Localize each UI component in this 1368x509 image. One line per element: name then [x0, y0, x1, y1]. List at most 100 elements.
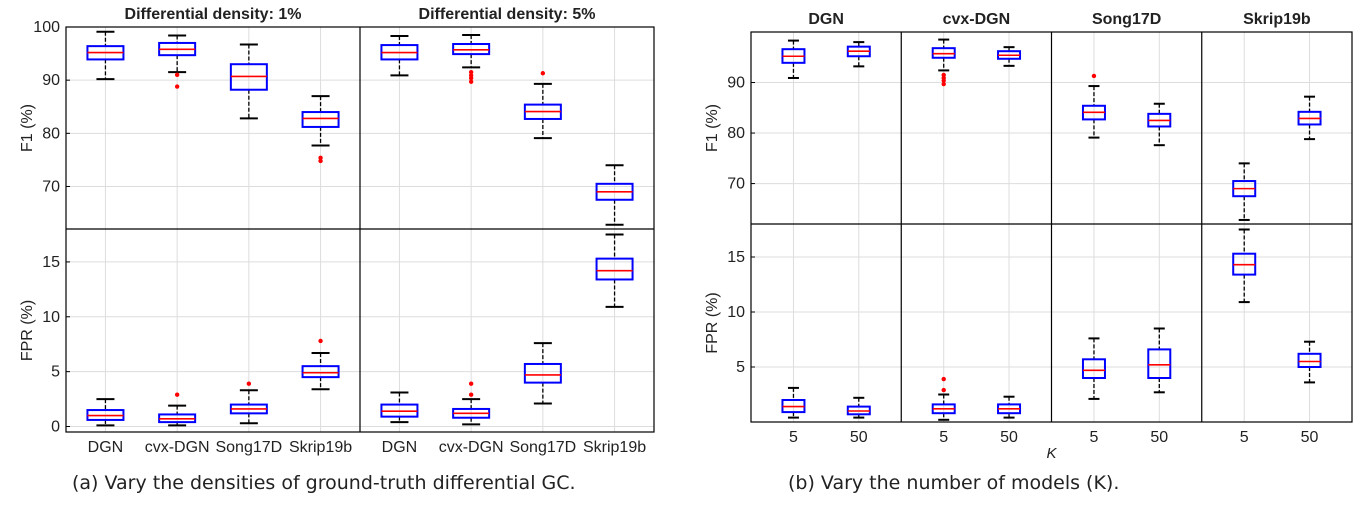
box-Skrip19b — [595, 233, 634, 308]
outlier-point — [540, 71, 546, 76]
box-Skrip19b — [595, 164, 634, 226]
y-tick-label: 10 — [42, 309, 60, 326]
y-tick-label: 0 — [51, 419, 60, 436]
box-cvx-DGN — [158, 34, 197, 89]
outlier-point — [468, 381, 474, 386]
x-tick-label: 50 — [1301, 429, 1319, 446]
outlier-point — [468, 79, 474, 84]
outlier-point — [941, 75, 946, 81]
outlier-point — [174, 392, 180, 397]
box-iqr — [1081, 358, 1106, 379]
outlier-point — [468, 69, 474, 75]
x-tick-label: DGN — [88, 439, 124, 456]
outlier-point — [468, 73, 474, 78]
panel-title: Skrip19b — [1243, 11, 1311, 28]
y-axis-label: FPR (%) — [704, 292, 721, 353]
outlier-point — [246, 381, 252, 386]
box-DGN — [86, 30, 125, 81]
x-tick-label: cvx-DGN — [439, 439, 504, 456]
box-5 — [781, 386, 806, 419]
outlier-point — [318, 155, 323, 160]
panel-title: Differential density: 1% — [125, 6, 302, 23]
box-Skrip19b — [301, 95, 340, 164]
box-iqr — [301, 365, 340, 379]
box-DGN — [380, 35, 419, 77]
outlier-point — [941, 72, 946, 78]
box-DGN — [380, 391, 419, 424]
box-5 — [1081, 337, 1106, 400]
outlier-point — [941, 376, 946, 382]
x-tick-label: DGN — [382, 439, 418, 456]
y-tick-label: 10 — [727, 304, 745, 321]
y-tick-label: 80 — [42, 125, 60, 142]
box-iqr — [523, 362, 562, 384]
y-tick-label: 15 — [42, 254, 60, 271]
y-tick-label: 70 — [727, 176, 745, 193]
x-tick-label: Skrip19b — [289, 439, 352, 456]
x-axis-label: K — [1046, 445, 1057, 462]
y-tick-label: 80 — [727, 125, 745, 142]
box-Skrip19b — [301, 338, 340, 391]
x-tick-label: 5 — [1090, 429, 1099, 446]
outlier-point — [941, 387, 946, 393]
x-tick-label: 50 — [850, 429, 868, 446]
outlier-point — [318, 338, 323, 344]
outlier-point — [468, 392, 474, 397]
x-tick-label: Song17D — [509, 439, 576, 456]
y-tick-label: 90 — [727, 75, 745, 92]
box-50 — [997, 46, 1022, 67]
y-tick-label: 5 — [51, 364, 60, 381]
x-tick-label: Skrip19b — [583, 439, 646, 456]
box-5 — [1232, 162, 1257, 221]
box-DGN — [86, 398, 125, 427]
y-axis-label: F1 (%) — [704, 104, 721, 152]
box-50 — [846, 41, 871, 68]
box-5 — [1232, 228, 1257, 304]
x-tick-label: cvx-DGN — [145, 439, 210, 456]
caption-b: (b) Vary the number of models (K). — [788, 472, 1120, 494]
box-50 — [1297, 340, 1322, 384]
box-5 — [931, 38, 956, 87]
box-Song17D — [523, 342, 562, 405]
box-Song17D — [229, 381, 268, 425]
y-tick-label: 5 — [736, 359, 745, 376]
box-iqr — [1297, 352, 1322, 368]
box-50 — [1297, 95, 1322, 141]
panel-title: Differential density: 5% — [419, 6, 596, 23]
x-tick-label: 50 — [1000, 429, 1018, 446]
y-tick-label: 90 — [42, 72, 60, 89]
box-5 — [1081, 73, 1106, 139]
box-Song17D — [229, 43, 268, 120]
box-50 — [1147, 102, 1172, 147]
y-tick-label: 100 — [33, 19, 60, 36]
panel-title: DGN — [808, 11, 844, 28]
outlier-point — [318, 158, 323, 164]
box-iqr — [1147, 348, 1172, 379]
box-50 — [997, 395, 1022, 419]
outlier-point — [1091, 73, 1097, 79]
x-tick-label: 5 — [939, 429, 948, 446]
panel-title: Song17D — [1092, 11, 1161, 28]
box-Song17D — [523, 71, 562, 140]
box-cvx-DGN — [452, 33, 491, 84]
box-cvx-DGN — [452, 381, 491, 426]
x-tick-label: Song17D — [215, 439, 282, 456]
box-cvx-DGN — [158, 392, 197, 427]
box-iqr — [301, 111, 340, 128]
x-tick-label: 5 — [1240, 429, 1249, 446]
panel-title: cvx-DGN — [943, 11, 1011, 28]
y-axis-label: F1 (%) — [19, 104, 36, 152]
box-50 — [1147, 327, 1172, 394]
outlier-point — [174, 72, 180, 78]
x-tick-label: 50 — [1150, 429, 1168, 446]
outlier-point — [941, 81, 946, 87]
box-5 — [781, 39, 806, 79]
box-5 — [931, 376, 956, 421]
outlier-point — [174, 84, 180, 89]
y-axis-label: FPR (%) — [19, 300, 36, 361]
caption-a: (a) Vary the densities of ground-truth d… — [72, 472, 576, 494]
y-tick-label: 15 — [727, 249, 745, 266]
box-50 — [846, 396, 871, 419]
